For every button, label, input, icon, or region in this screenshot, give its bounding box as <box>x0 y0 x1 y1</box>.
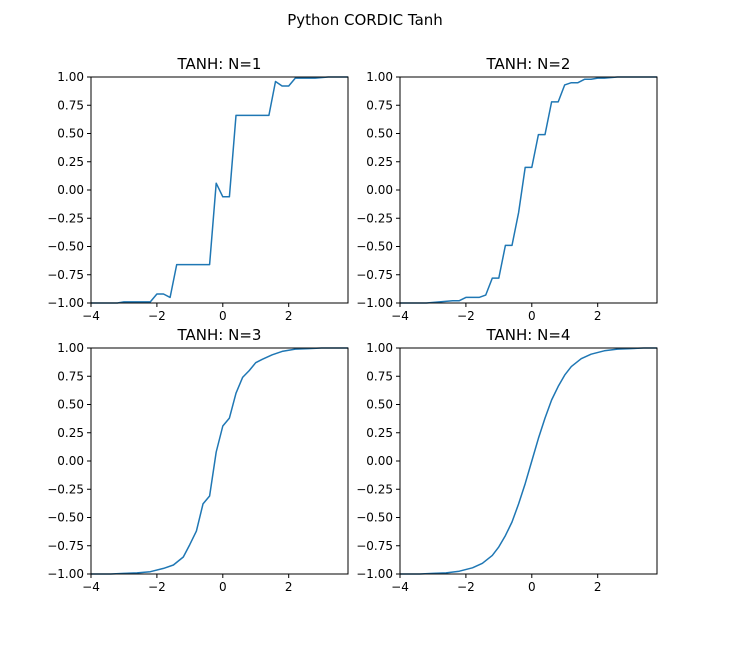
subplot-title: TANH: N=2 <box>486 55 571 73</box>
axes-frame <box>399 347 658 575</box>
x-tick-label: −2 <box>148 580 166 594</box>
y-tick-label: 1.00 <box>366 341 393 355</box>
y-tick-label: 0.00 <box>366 454 393 468</box>
x-tick-label: 2 <box>594 309 602 323</box>
x-tick-label: 2 <box>594 580 602 594</box>
x-tick-label: −4 <box>82 309 100 323</box>
y-tick-label: 0.75 <box>366 98 393 112</box>
tanh-series-line <box>91 76 348 304</box>
y-tick-label: 0.00 <box>366 183 393 197</box>
y-tick-label: −0.25 <box>47 482 84 496</box>
y-tick-label: −0.25 <box>356 211 393 225</box>
tanh-series-line <box>91 347 348 575</box>
axes-frame <box>90 347 349 575</box>
y-tick-label: 0.25 <box>57 426 84 440</box>
y-tick-label: −0.50 <box>356 511 393 525</box>
y-tick-label: −0.50 <box>47 240 84 254</box>
x-tick-label: −2 <box>148 309 166 323</box>
y-tick-label: −0.75 <box>47 539 84 553</box>
tanh-series-line <box>400 76 657 304</box>
subplot-title: TANH: N=1 <box>177 55 262 73</box>
y-tick-label: 0.25 <box>366 155 393 169</box>
x-tick-label: 2 <box>285 309 293 323</box>
y-tick-label: 0.25 <box>57 155 84 169</box>
y-tick-label: 0.50 <box>366 127 393 141</box>
x-tick-label: 0 <box>528 309 536 323</box>
subplot-title: TANH: N=3 <box>177 326 262 344</box>
x-tick-label: −4 <box>391 580 409 594</box>
y-tick-label: 1.00 <box>57 70 84 84</box>
x-tick-label: 0 <box>219 309 227 323</box>
y-tick-label: 0.75 <box>57 98 84 112</box>
axes-frame <box>399 76 658 304</box>
y-tick-label: −0.25 <box>47 211 84 225</box>
y-tick-label: 1.00 <box>366 70 393 84</box>
y-tick-label: 0.75 <box>57 369 84 383</box>
y-tick-label: −1.00 <box>47 296 84 310</box>
x-tick-label: −4 <box>82 580 100 594</box>
y-tick-label: −0.50 <box>47 511 84 525</box>
x-tick-label: −4 <box>391 309 409 323</box>
y-tick-label: −1.00 <box>356 296 393 310</box>
tanh-series-line <box>400 347 657 575</box>
y-tick-label: −0.50 <box>356 240 393 254</box>
x-tick-label: 0 <box>528 580 536 594</box>
subplot-n2: TANH: N=2 −4 −2 0 2 1.00 0.75 0.50 0.25 0.00 −0.25… <box>356 55 658 323</box>
y-tick-label: 0.00 <box>57 454 84 468</box>
y-tick-label: −0.25 <box>356 482 393 496</box>
x-tick-label: 2 <box>285 580 293 594</box>
x-tick-label: 0 <box>219 580 227 594</box>
y-tick-label: 0.00 <box>57 183 84 197</box>
x-tick-label: −2 <box>457 580 475 594</box>
subplot-n3: TANH: N=3 −4 −2 0 2 1.00 0.75 0.50 0.25 0.00 −0.25… <box>47 326 349 594</box>
y-tick-label: −0.75 <box>47 268 84 282</box>
subplot-title: TANH: N=4 <box>486 326 571 344</box>
y-tick-label: 0.50 <box>57 398 84 412</box>
figure-title: Python CORDIC Tanh <box>287 11 443 29</box>
x-tick-label: −2 <box>457 309 475 323</box>
y-tick-label: −1.00 <box>47 567 84 581</box>
y-tick-label: 1.00 <box>57 341 84 355</box>
y-tick-label: 0.50 <box>57 127 84 141</box>
y-tick-label: 0.25 <box>366 426 393 440</box>
subplot-n4: TANH: N=4 −4 −2 0 2 1.00 0.75 0.50 0.25 0.00 −0.25… <box>356 326 658 594</box>
y-tick-label: −1.00 <box>356 567 393 581</box>
y-tick-label: −0.75 <box>356 268 393 282</box>
subplot-n1: TANH: N=1 −4 −2 0 2 1.00 0.75 0.50 0.25 0.00 −0.25… <box>47 55 349 323</box>
y-tick-label: 0.50 <box>366 398 393 412</box>
y-tick-label: 0.75 <box>366 369 393 383</box>
y-tick-label: −0.75 <box>356 539 393 553</box>
